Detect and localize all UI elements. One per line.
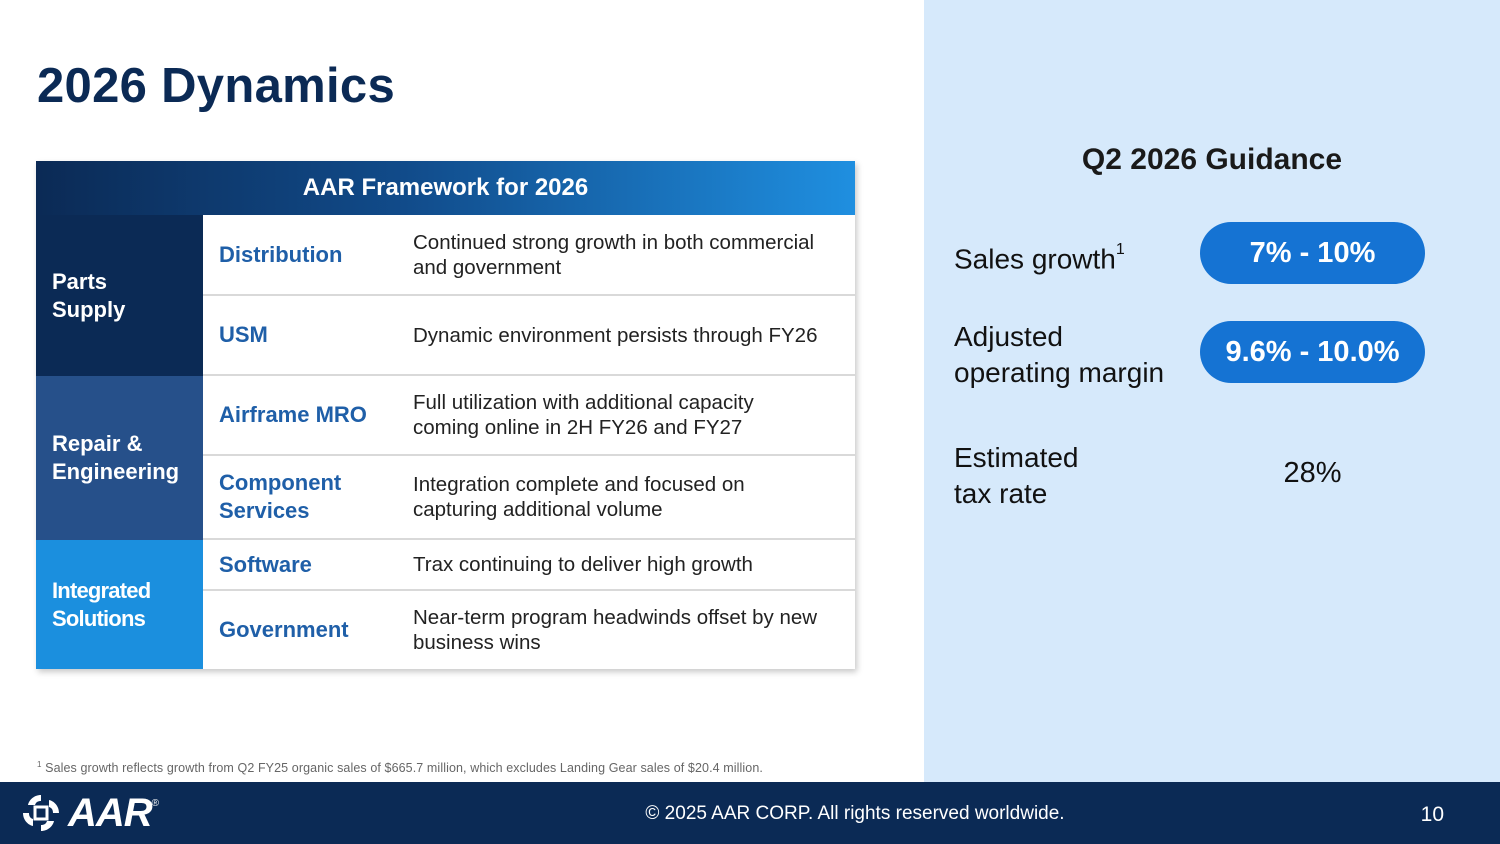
footnote-number: 1: [37, 760, 42, 769]
row-segment-name: Government: [219, 617, 349, 642]
group-label: Integrated Solutions: [52, 577, 151, 631]
group-integrated-solutions: Integrated Solutions: [36, 540, 203, 669]
row-description: Trax continuing to deliver high growth: [413, 553, 753, 576]
guidance-title: Q2 2026 Guidance: [1081, 143, 1343, 176]
copyright-text: © 2025 AAR CORP. All rights reserved wor…: [645, 803, 1065, 824]
table-row: Software Trax continuing to deliver high…: [203, 540, 855, 591]
table-row: Government Near-term program headwinds o…: [203, 591, 855, 669]
row-description: Dynamic environment persists through FY2…: [413, 323, 818, 347]
tax-rate-label: Estimated tax rate: [954, 442, 1079, 509]
aar-logo: AAR ®: [20, 790, 160, 835]
logo-wordmark: AAR: [68, 790, 153, 835]
group-parts-supply: Parts Supply: [36, 215, 203, 376]
footer-bar: AAR ® © 2025 AAR CORP. All rights reserv…: [0, 782, 1500, 844]
group-repair-engineering: Repair & Engineering: [36, 376, 203, 540]
framework-table: AAR Framework for 2026 Parts Supply Repa…: [36, 161, 855, 669]
slide-title: 2026 Dynamics: [37, 59, 396, 113]
table-row: Component Services Integration complete …: [203, 456, 855, 540]
row-segment-name: Distribution: [219, 241, 343, 267]
row-segment-name: Software: [219, 551, 312, 577]
row-segment-name: Airframe MRO: [219, 402, 367, 427]
table-row: USM Dynamic environment persists through…: [203, 296, 855, 376]
operating-margin-value: 9.6% - 10.0%: [1200, 321, 1425, 383]
registered-mark: ®: [151, 798, 160, 809]
framework-header: AAR Framework for 2026: [36, 161, 855, 215]
tax-rate-value: 28%: [1283, 457, 1342, 489]
footnote-text: Sales growth reflects growth from Q2 FY2…: [45, 761, 763, 776]
table-row: Distribution Continued strong growth in …: [203, 215, 855, 296]
page-number: 10: [1420, 803, 1444, 826]
sales-growth-text: Sales growth: [954, 243, 1116, 275]
row-description: Integration complete and focused on capt…: [413, 473, 745, 521]
row-description: Continued strong growth in both commerci…: [413, 230, 815, 279]
group-label: Parts Supply: [52, 268, 126, 322]
row-segment-name: Component Services: [219, 470, 342, 523]
row-segment-name: USM: [219, 322, 268, 347]
sales-growth-value: 7% - 10%: [1200, 222, 1425, 284]
aar-logo-icon: [23, 795, 59, 831]
row-description: Full utilization with additional capacit…: [413, 391, 754, 439]
row-description: Near-term program headwinds offset by ne…: [413, 606, 818, 654]
table-row: Airframe MRO Full utilization with addit…: [203, 376, 855, 456]
sales-growth-label: Sales growth1: [954, 236, 1125, 277]
footnote-marker: 1: [1115, 241, 1125, 258]
group-label: Repair & Engineering: [52, 431, 180, 484]
guidance-panel-background: [924, 0, 1500, 782]
footnote: 1 Sales growth reflects growth from Q2 F…: [37, 760, 763, 775]
operating-margin-label: Adjusted operating margin: [954, 321, 1165, 388]
